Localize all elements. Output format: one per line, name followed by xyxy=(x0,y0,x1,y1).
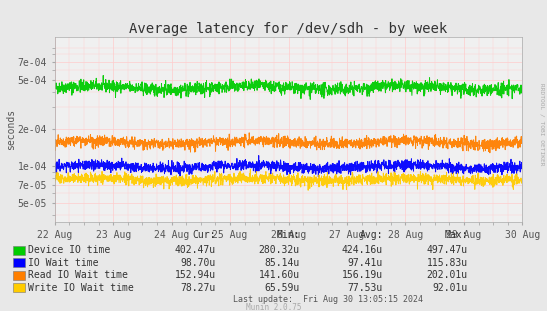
Text: 152.94u: 152.94u xyxy=(175,270,216,280)
Text: 85.14u: 85.14u xyxy=(265,258,300,268)
Text: 65.59u: 65.59u xyxy=(265,283,300,293)
Text: 202.01u: 202.01u xyxy=(427,270,468,280)
Text: Munin 2.0.75: Munin 2.0.75 xyxy=(246,304,301,311)
Text: Device IO time: Device IO time xyxy=(28,245,110,255)
Text: Avg:: Avg: xyxy=(359,230,383,240)
Text: 92.01u: 92.01u xyxy=(433,283,468,293)
Text: Last update:  Fri Aug 30 13:05:15 2024: Last update: Fri Aug 30 13:05:15 2024 xyxy=(233,295,423,304)
Text: Read IO Wait time: Read IO Wait time xyxy=(28,270,129,280)
Text: 424.16u: 424.16u xyxy=(342,245,383,255)
Text: 402.47u: 402.47u xyxy=(175,245,216,255)
Text: 98.70u: 98.70u xyxy=(181,258,216,268)
Text: IO Wait time: IO Wait time xyxy=(28,258,99,268)
Text: Write IO Wait time: Write IO Wait time xyxy=(28,283,134,293)
Text: Max:: Max: xyxy=(444,230,468,240)
Text: 141.60u: 141.60u xyxy=(259,270,300,280)
Text: 115.83u: 115.83u xyxy=(427,258,468,268)
Text: 78.27u: 78.27u xyxy=(181,283,216,293)
Text: Cur:: Cur: xyxy=(193,230,216,240)
Title: Average latency for /dev/sdh - by week: Average latency for /dev/sdh - by week xyxy=(130,22,447,36)
Text: 77.53u: 77.53u xyxy=(348,283,383,293)
Y-axis label: seconds: seconds xyxy=(7,109,16,151)
Text: 497.47u: 497.47u xyxy=(427,245,468,255)
Text: 156.19u: 156.19u xyxy=(342,270,383,280)
Text: Min:: Min: xyxy=(276,230,300,240)
Text: RRDTOOL / TOBI OETIKER: RRDTOOL / TOBI OETIKER xyxy=(539,83,544,166)
Text: 97.41u: 97.41u xyxy=(348,258,383,268)
Text: 280.32u: 280.32u xyxy=(259,245,300,255)
